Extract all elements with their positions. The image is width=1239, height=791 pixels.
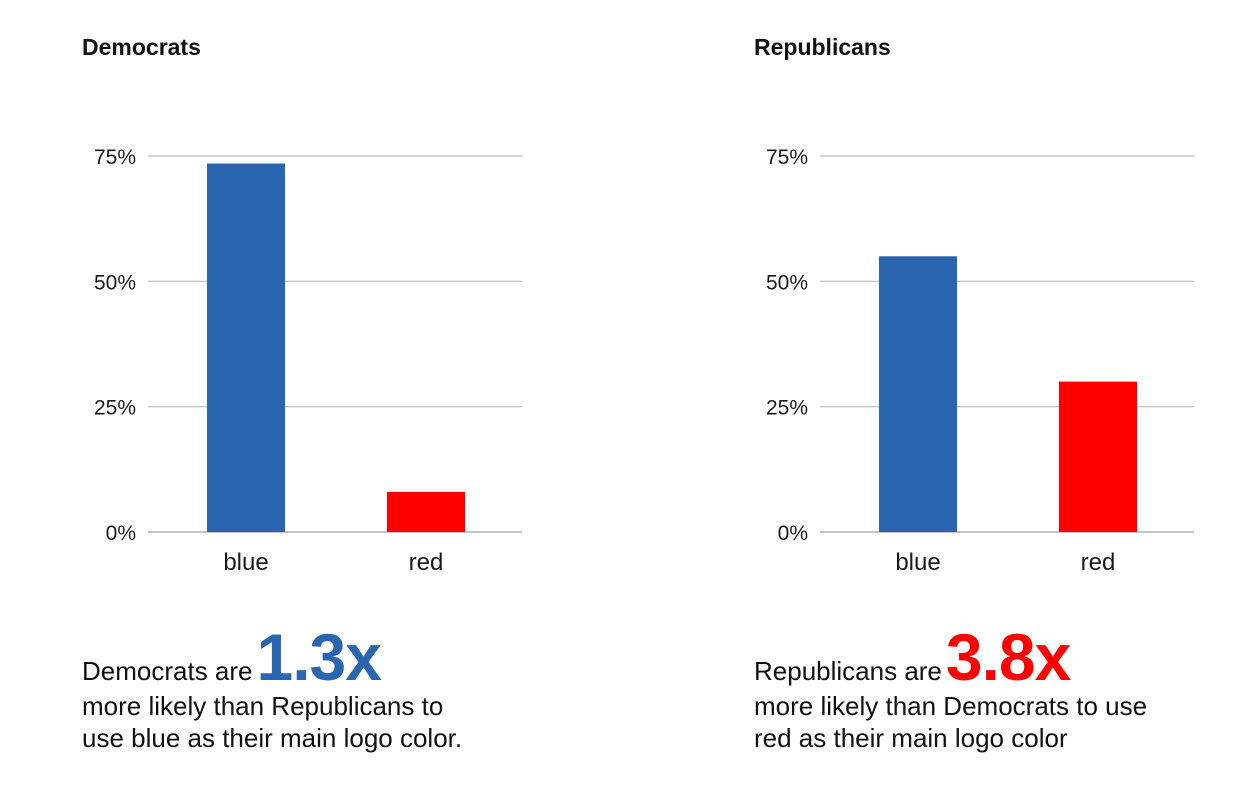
democrats-panel: Democrats 0% 25% 50% 75% blue red Democrats a…	[0, 0, 560, 791]
x-category-label: red	[1081, 549, 1116, 576]
chart-title: Republicans	[754, 34, 891, 60]
caption: Republicans are 3.8x more likely than De…	[754, 624, 1224, 754]
caption-text: more likely than Republicans to use blue…	[82, 691, 463, 753]
y-tick-label: 75%	[766, 146, 808, 169]
bar-blue	[207, 163, 285, 532]
y-tick-label: 75%	[94, 146, 136, 169]
caption-first-line: Democrats are 1.3x	[82, 624, 552, 690]
caption-text: more likely than Democrats to use red as…	[754, 691, 1148, 753]
y-tick-label: 0%	[778, 522, 808, 545]
x-category-label: blue	[223, 549, 268, 576]
chart-title: Democrats	[82, 34, 201, 60]
y-tick-label: 25%	[94, 397, 136, 420]
y-tick-label: 50%	[766, 271, 808, 294]
multiplier-value: 1.3x	[256, 620, 382, 694]
y-tick-label: 0%	[106, 522, 136, 545]
caption-first-line: Republicans are 3.8x	[754, 624, 1224, 690]
bar-blue	[879, 256, 957, 532]
x-category-label: blue	[895, 549, 940, 576]
multiplier-value: 3.8x	[945, 620, 1071, 694]
caption-prefix: Republicans are	[754, 656, 942, 686]
democrats-bar-chart: 0% 25% 50% 75% blue red	[94, 146, 522, 576]
y-tick-label: 25%	[766, 397, 808, 420]
caption-prefix: Democrats are	[82, 656, 253, 686]
x-category-label: red	[409, 549, 444, 576]
republicans-bar-chart: 0% 25% 50% 75% blue red	[766, 146, 1194, 576]
bar-red	[1059, 381, 1137, 532]
y-tick-label: 50%	[94, 271, 136, 294]
bar-red	[387, 491, 465, 532]
caption: Democrats are 1.3x more likely than Repu…	[82, 624, 552, 754]
republicans-panel: Republicans 0% 25% 50% 75% blue red Republica…	[672, 0, 1232, 791]
